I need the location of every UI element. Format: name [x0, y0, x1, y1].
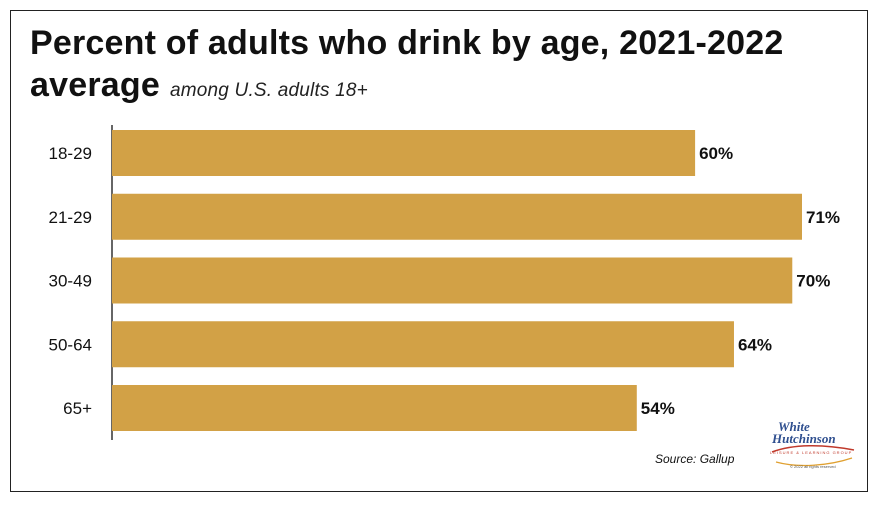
- source-note: Source: Gallup: [655, 452, 735, 466]
- value-label: 71%: [806, 208, 840, 227]
- white-hutchinson-logo: White Hutchinson LEISURE & LEARNING GROU…: [768, 420, 858, 484]
- bar-50-64: [112, 321, 734, 368]
- category-label: 21-29: [49, 208, 92, 227]
- chart-title-line-2: average among U.S. adults 18+: [30, 66, 368, 105]
- value-label: 60%: [699, 144, 733, 163]
- chart-title: Percent of adults who drink by age, 2021…: [30, 24, 784, 62]
- value-label: 70%: [796, 272, 830, 291]
- logo-tagline: LEISURE & LEARNING GROUP: [770, 450, 853, 455]
- value-label: 64%: [738, 335, 772, 354]
- value-label: 54%: [641, 399, 675, 418]
- bar-30-49: [112, 257, 793, 304]
- category-label: 50-64: [49, 335, 92, 354]
- logo-text-line-2: Hutchinson: [772, 431, 836, 446]
- logo-copyright: © 2022 all rights reserved: [790, 464, 836, 469]
- bar-18-29: [112, 130, 696, 176]
- logo-text-line-1: White: [778, 419, 810, 434]
- bar-65+: [112, 385, 637, 431]
- chart-title-continued: average: [30, 66, 160, 104]
- chart-subtitle: among U.S. adults 18+: [169, 80, 368, 101]
- category-label: 18-29: [49, 144, 92, 163]
- logo-swoosh-icon: [771, 445, 855, 467]
- bar-21-29: [112, 193, 802, 240]
- category-label: 30-49: [49, 272, 92, 291]
- category-label: 65+: [63, 399, 92, 418]
